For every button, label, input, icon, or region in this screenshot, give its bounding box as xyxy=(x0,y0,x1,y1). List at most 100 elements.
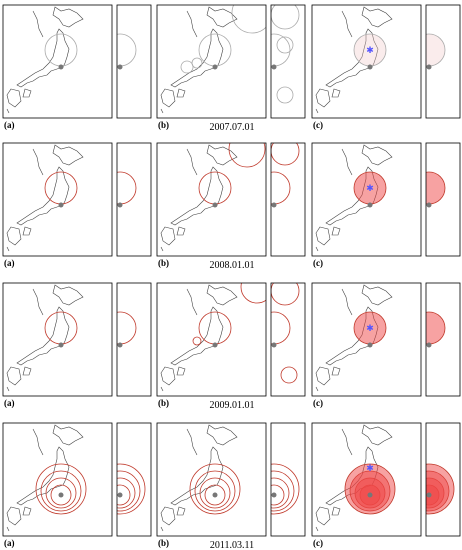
zone-circle xyxy=(191,57,203,69)
strip-content xyxy=(426,171,446,208)
epicenter xyxy=(271,64,277,70)
map-frame xyxy=(156,4,267,119)
zone-circle xyxy=(271,311,291,345)
epicenter xyxy=(367,64,373,70)
zone-circle xyxy=(45,477,77,509)
strip-frame xyxy=(270,4,306,119)
epicenter xyxy=(58,64,64,70)
zone-circle xyxy=(117,470,141,512)
map-panel xyxy=(2,282,152,397)
map-frame xyxy=(2,142,113,257)
strip-frame xyxy=(425,422,461,537)
zone-circle xyxy=(204,484,226,506)
zone-circle xyxy=(240,283,266,304)
map-panel: ✱ xyxy=(311,142,461,257)
epicenter xyxy=(271,202,277,208)
strip-frame xyxy=(116,282,152,397)
strip-content xyxy=(426,463,455,515)
epicenter xyxy=(117,64,123,70)
map-frame xyxy=(156,282,267,397)
zone-circle xyxy=(117,484,131,506)
map-frame xyxy=(311,282,422,397)
epicenter xyxy=(117,492,123,498)
zone-circle xyxy=(271,484,285,506)
panel-label: (a) xyxy=(4,258,15,268)
panel-label: (c) xyxy=(313,398,323,408)
panel-label: (c) xyxy=(313,258,323,268)
map-frame xyxy=(311,4,422,119)
panel-label: (a) xyxy=(4,120,15,130)
strip-frame xyxy=(116,422,152,537)
map-content: ✱ xyxy=(315,144,393,252)
date-label: 2011.03.11 xyxy=(210,540,254,550)
strip-content xyxy=(117,463,146,515)
zone-circle xyxy=(344,463,396,515)
map-content xyxy=(6,424,87,532)
epicenter xyxy=(117,202,123,208)
strip-content xyxy=(271,5,300,104)
zone-circle xyxy=(271,143,300,166)
epicenter xyxy=(212,202,218,208)
map-content xyxy=(160,143,266,252)
star: ✱ xyxy=(366,463,374,473)
zone-circle xyxy=(228,143,266,168)
map-content xyxy=(160,5,266,114)
map-panel xyxy=(156,422,306,537)
zone-circle xyxy=(35,463,87,515)
zone-circle xyxy=(280,366,298,384)
strip-frame xyxy=(270,422,306,537)
coastline xyxy=(6,284,84,392)
map-frame xyxy=(156,422,267,537)
map-content xyxy=(6,6,84,114)
map-content xyxy=(6,284,84,392)
zone-circle xyxy=(271,463,300,515)
zone-circle xyxy=(426,33,446,67)
strip-frame xyxy=(270,142,306,257)
zone-circle xyxy=(271,171,291,205)
map-panel xyxy=(2,142,152,257)
epicenter xyxy=(212,64,218,70)
coastline xyxy=(160,6,238,114)
zone-circle xyxy=(231,5,266,34)
panel-label: (b) xyxy=(158,120,169,130)
map-panel xyxy=(156,142,306,257)
zone-circle xyxy=(426,171,446,205)
star: ✱ xyxy=(366,183,374,193)
zone-circle xyxy=(40,470,82,512)
strip-content xyxy=(426,33,446,70)
zone-circle xyxy=(117,311,137,345)
zone-circle xyxy=(271,283,300,306)
zone-circle xyxy=(271,477,290,509)
zone-circle xyxy=(44,171,78,205)
strip-content xyxy=(426,311,446,348)
map-content: ✱ xyxy=(315,6,393,114)
zone-circle xyxy=(180,60,194,74)
zone-circle xyxy=(198,171,232,205)
epicenter xyxy=(426,492,432,498)
panel-label: (a) xyxy=(4,538,15,548)
coastline xyxy=(160,424,238,532)
map-frame xyxy=(2,422,113,537)
epicenter xyxy=(212,342,218,348)
zone-circle xyxy=(44,311,78,345)
strip-content xyxy=(271,463,300,515)
coastline xyxy=(160,144,238,252)
panel-label: (b) xyxy=(158,538,169,548)
strip-frame xyxy=(116,142,152,257)
map-frame xyxy=(2,4,113,119)
coastline xyxy=(6,424,84,532)
strip-frame xyxy=(116,4,152,119)
map-panel xyxy=(156,282,306,397)
strip-frame xyxy=(425,4,461,119)
epicenter xyxy=(58,492,64,498)
coastline xyxy=(6,6,84,114)
coastline xyxy=(6,144,84,252)
star: ✱ xyxy=(366,45,374,55)
map-panel: ✱ xyxy=(311,4,461,119)
zone-circle xyxy=(117,33,137,67)
date-label: 2008.01.01 xyxy=(210,260,255,271)
zone-circle xyxy=(117,171,137,205)
strip-content xyxy=(117,311,137,348)
zone-circle xyxy=(117,477,136,509)
